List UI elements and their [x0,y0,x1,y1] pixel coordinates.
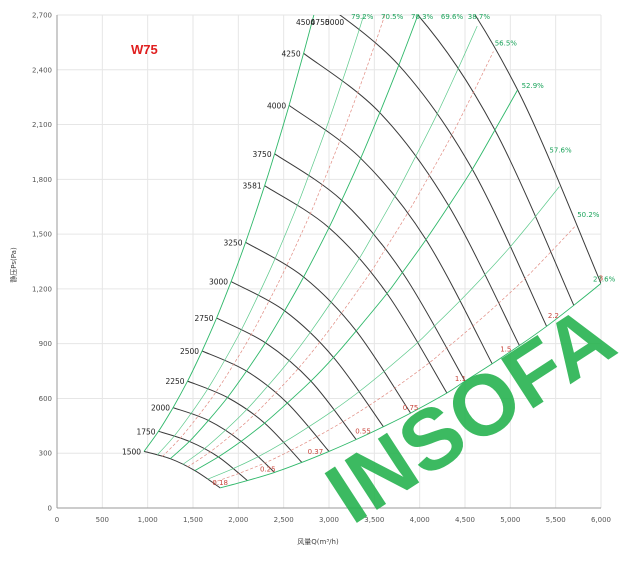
curve-labels: 1500 1750 2000 2250 2500 2750 3000 3250 3581 3750… [122,13,616,487]
x-axis-label: 风量Q(m³/h) [297,538,339,546]
y-tick-label: 2,100 [32,121,52,129]
speed-curve [417,15,575,306]
speed-curve [216,317,357,440]
speed-label: 2750 [194,314,213,323]
efficiency-label: 69.6% [441,13,464,21]
y-tick-label: 1,200 [32,285,52,293]
speed-label: 3250 [223,238,242,247]
power-line [187,51,494,468]
power-line [162,15,386,457]
efficiency-line [169,15,419,460]
power-label: 0.37 [308,448,324,456]
y-axis-label: 静压Ps(Pa) [9,247,18,283]
speed-curve [158,430,248,481]
y-tick-label: 2,400 [32,66,52,74]
speed-curve [201,350,330,452]
x-tick-label: 3,000 [319,516,339,524]
power-label: 0.55 [355,427,371,435]
efficiency-line [182,25,478,465]
chart-title: W75 [131,42,158,57]
y-tick-label: 0 [48,505,52,513]
efficiency-line [207,186,560,480]
efficiency-line [156,15,365,456]
efficiency-label: 38.7% [468,13,491,21]
speed-label: 3581 [243,182,262,191]
x-tick-label: 4,000 [410,516,430,524]
speed-label: 4250 [282,49,301,58]
axes: 0 500 1,000 1,500 2,000 2,500 3,000 3,500 4,000 4… [32,12,611,525]
efficiency-line [194,89,518,471]
speed-label: 3750 [253,150,272,159]
speed-label: 4000 [267,101,286,110]
y-tick-label: 300 [39,450,52,458]
y-tick-label: 900 [39,340,52,348]
speed-label: 1750 [136,427,155,436]
speed-label: 4500 [296,18,315,27]
x-tick-label: 1,000 [138,516,158,524]
y-tick-label: 1,800 [32,176,52,184]
x-tick-label: 6,000 [591,516,611,524]
speed-label: 2000 [151,404,170,413]
efficiency-label: 70.5% [381,13,404,21]
power-label: 0.25 [260,465,276,473]
speed-curve [274,153,466,382]
efficiency-label: 27.6% [593,275,616,283]
speed-label: 1500 [122,447,141,456]
speed-curve [339,15,548,327]
power-label: 3 [599,274,603,282]
x-tick-label: 0 [55,516,59,524]
x-tick-label: 5,000 [500,516,520,524]
speed-curve [230,281,384,427]
power-label: 1.1 [455,375,466,383]
x-tick-label: 3,500 [364,516,384,524]
power-label: 0.75 [403,404,419,412]
efficiency-label: 52.9% [522,82,545,90]
y-tick-label: 2,700 [32,12,52,20]
efficiency-label: 50.2% [577,211,600,219]
efficiency-line [220,283,601,489]
efficiency-label: 79.2% [351,13,374,21]
speed-label: 2500 [180,347,199,356]
y-tick-label: 1,500 [32,231,52,239]
speed-curves [143,15,601,489]
speed-curve [143,450,221,489]
speed-curve [288,104,493,365]
x-tick-label: 500 [96,516,109,524]
speed-curve [187,380,303,463]
x-tick-label: 1,500 [183,516,203,524]
efficiency-label: 57.6% [549,146,572,154]
speed-label: 3000 [209,278,228,287]
speed-curve [172,407,275,473]
power-label: 1.5 [500,346,511,354]
speed-curve [303,52,520,346]
efficiency-label: 56.5% [495,39,518,47]
speed-curve [245,241,412,414]
efficiency-line [143,15,315,452]
power-label: 2.2 [548,312,559,320]
power-label: 0.18 [212,479,228,487]
x-tick-label: 4,500 [455,516,475,524]
speed-label: 2250 [165,377,184,386]
x-tick-label: 2,000 [228,516,248,524]
speed-label: 4750 [311,18,330,27]
x-tick-label: 5,500 [546,516,566,524]
efficiency-label: 70.3% [411,13,434,21]
speed-curve [474,15,601,284]
x-tick-label: 2,500 [274,516,294,524]
power-line [212,225,577,484]
y-tick-label: 600 [39,395,52,403]
speed-label: 5000 [325,18,344,27]
